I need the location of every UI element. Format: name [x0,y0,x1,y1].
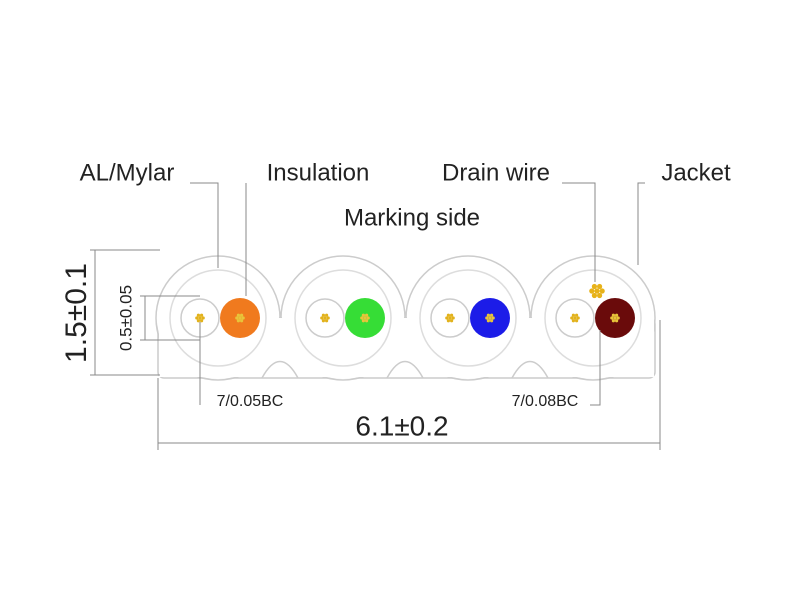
jacket-notch [386,360,424,379]
strand [241,316,245,320]
strand [450,319,454,323]
strand [321,319,325,323]
strand [361,313,365,317]
strand [366,316,370,320]
strand [200,319,204,323]
dimension-line [140,295,200,341]
strand [321,313,325,317]
callout-label: Drain wire [442,159,550,186]
strand [198,316,202,320]
strand [570,316,574,320]
strand [450,313,454,317]
strand [196,319,200,323]
strand [363,316,367,320]
strand [573,316,577,320]
strand [616,316,620,320]
strand [240,313,244,317]
strand [236,319,240,323]
strand [448,316,452,320]
strand [571,319,576,323]
strand [597,292,603,299]
strand [576,316,580,320]
leader-line [562,182,596,282]
strand [240,319,244,323]
strand [238,316,242,320]
callout-label: Insulation [267,159,370,186]
strand [235,316,239,320]
strand [485,316,489,320]
strand [571,313,576,317]
dimension-line [90,249,160,376]
strand [613,316,617,320]
leader-line [190,182,219,268]
conductor-dimension: 0.5±0.05 [116,285,135,351]
strand [591,292,598,299]
strand [451,316,455,320]
strand [365,319,369,323]
strand [320,316,324,320]
strand [597,283,603,290]
leader-line [590,330,601,406]
strand [490,319,494,323]
strand [610,316,614,320]
strand [201,316,205,320]
strand [200,313,204,317]
strand [361,319,365,323]
marking-side-label: Marking side [344,204,480,231]
strand [325,313,329,317]
strand [236,313,240,317]
conductor-spec: 7/0.08BC [512,393,579,410]
strand [575,313,579,317]
strand [488,316,492,320]
strand [446,319,450,323]
strand [486,319,490,323]
strand [611,319,616,323]
strand [486,313,490,317]
jacket-notch [511,360,549,379]
strand [195,316,199,320]
strand [615,319,619,323]
leader-line [637,182,645,265]
jacket-notch [261,360,299,379]
strand [615,313,619,317]
strand [591,283,598,290]
strand [599,288,605,294]
strand [575,319,579,323]
cable-cross-section [155,255,656,381]
strand [611,313,616,317]
dimension-line [157,320,661,450]
strand [365,313,369,317]
strand [445,316,449,320]
strand [326,316,330,320]
width-dimension: 6.1±0.2 [355,410,448,441]
strand [323,316,327,320]
callout-label: Jacket [661,159,731,186]
strand [446,313,450,317]
strand [196,313,200,317]
conductor-spec: 7/0.05BC [217,393,284,410]
height-dimension: 1.5±0.1 [60,263,93,363]
strand [360,316,364,320]
strand [589,288,595,294]
strand [491,316,495,320]
strand [490,313,494,317]
callout-label: AL/Mylar [80,159,175,186]
strand [325,319,329,323]
strand [594,288,600,294]
